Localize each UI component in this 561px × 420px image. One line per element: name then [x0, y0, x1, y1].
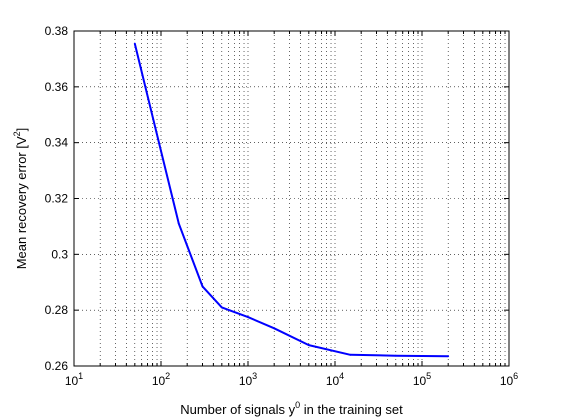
data-point: [247, 316, 249, 319]
y-tick-label: 0.38: [45, 24, 69, 38]
x-tick-label: 104: [326, 371, 344, 388]
y-tick-label: 0.28: [45, 303, 69, 317]
y-axis-label: Mean recovery error [V2]: [12, 128, 29, 270]
x-tick-label: 106: [500, 371, 518, 388]
y-tick-label: 0.32: [45, 192, 69, 206]
y-tick-label: 0.34: [45, 136, 69, 150]
x-tick-label: 103: [239, 371, 257, 388]
x-tick-label: 102: [152, 371, 170, 388]
series-layer: [133, 42, 450, 358]
tick-labels: 0.26 0.28 0.3 0.32 0.34 0.36 0.38 101 102 103 104 1…: [45, 24, 519, 388]
axis-ticks: [74, 30, 509, 367]
data-point: [273, 327, 276, 330]
data-point: [177, 222, 180, 225]
data-point: [394, 354, 397, 357]
data-point: [160, 150, 162, 152]
y-tick-label: 0.36: [45, 80, 69, 94]
x-axis-label: Number of signals y0 in the training set: [180, 400, 403, 417]
grid-lines: [74, 31, 509, 366]
data-point: [349, 353, 352, 356]
x-tick-label: 101: [65, 371, 83, 388]
y-tick-label: 0.3: [51, 247, 68, 261]
x-tick-label: 105: [413, 371, 431, 388]
data-point: [307, 344, 310, 346]
data-point: [201, 285, 204, 288]
data-point: [220, 306, 223, 309]
data-point: [133, 42, 136, 45]
y-tick-label: 0.26: [45, 359, 69, 373]
data-point: [447, 355, 450, 358]
series-line: [133, 43, 449, 358]
plot-area-frame: [73, 30, 510, 367]
